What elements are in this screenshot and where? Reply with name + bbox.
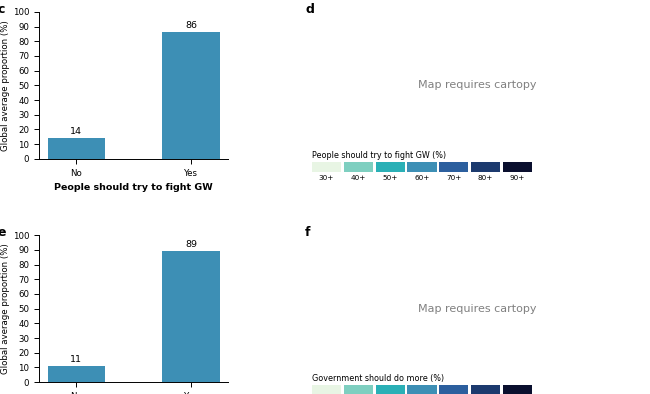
Y-axis label: Global average proportion (%): Global average proportion (%) [1, 20, 10, 151]
Text: e: e [0, 227, 6, 240]
Bar [47, 366, 105, 382]
Text: d: d [306, 3, 314, 16]
Text: Government should do more (%): Government should do more (%) [312, 374, 444, 383]
Bar [376, 385, 405, 394]
Bar [376, 162, 405, 172]
Text: People should try to fight GW (%): People should try to fight GW (%) [312, 151, 446, 160]
Text: 89: 89 [185, 240, 197, 249]
Text: Map requires cartopy: Map requires cartopy [419, 304, 537, 314]
Bar [503, 162, 532, 172]
Text: 80+: 80+ [478, 175, 493, 181]
Bar [503, 385, 532, 394]
Text: 70+: 70+ [446, 175, 462, 181]
Bar [162, 251, 220, 382]
Text: 60+: 60+ [414, 175, 430, 181]
Bar [471, 162, 500, 172]
Text: 14: 14 [70, 127, 83, 136]
Bar [344, 162, 373, 172]
Bar [471, 385, 500, 394]
Bar [47, 138, 105, 159]
Y-axis label: Global average proportion (%): Global average proportion (%) [1, 243, 10, 374]
X-axis label: People should try to fight GW: People should try to fight GW [55, 183, 213, 192]
Text: 90+: 90+ [510, 175, 525, 181]
Text: f: f [306, 226, 311, 239]
Text: 50+: 50+ [382, 175, 398, 181]
Bar [162, 32, 220, 159]
Text: 11: 11 [70, 355, 83, 364]
Bar [344, 385, 373, 394]
Bar [408, 385, 437, 394]
Bar [408, 162, 437, 172]
Text: 86: 86 [185, 21, 197, 30]
Bar [312, 162, 341, 172]
Bar [439, 162, 469, 172]
Text: 40+: 40+ [350, 175, 366, 181]
Text: c: c [0, 3, 5, 16]
Bar [312, 385, 341, 394]
Text: Map requires cartopy: Map requires cartopy [419, 80, 537, 90]
Bar [439, 385, 469, 394]
Text: 30+: 30+ [318, 175, 334, 181]
